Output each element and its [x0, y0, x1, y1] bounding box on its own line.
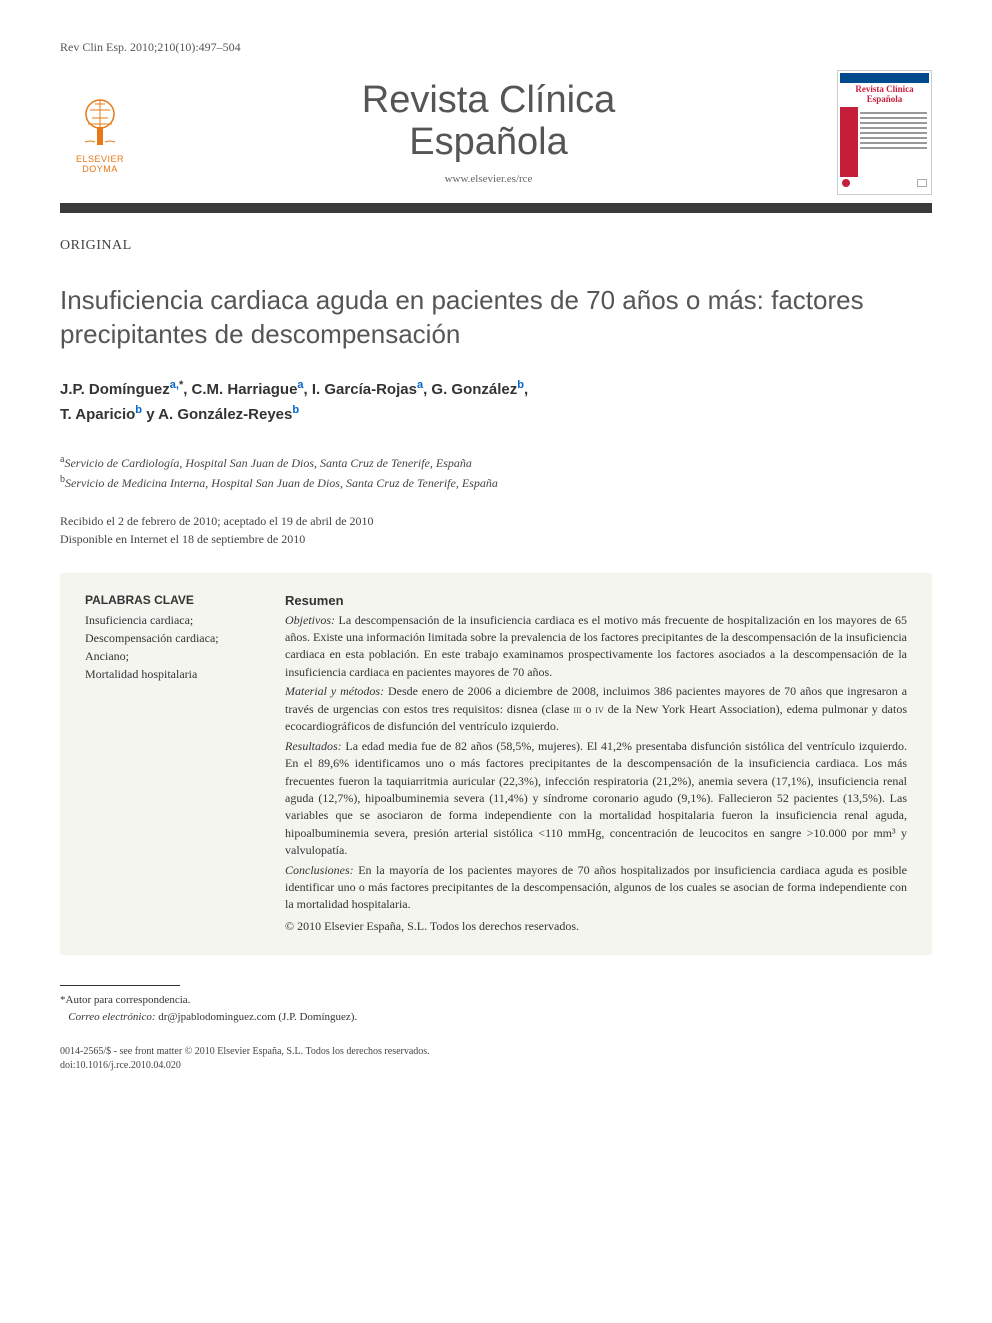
keywords-column: PALABRAS CLAVE Insuficiencia cardiaca;De…: [85, 593, 255, 936]
citation-line: Rev Clin Esp. 2010;210(10):497–504: [60, 40, 932, 55]
footnote-rule: [60, 985, 180, 986]
journal-cover-thumbnail: Revista ClínicaEspañola: [837, 70, 932, 195]
keywords-list: Insuficiencia cardiaca;Descompensación c…: [85, 611, 255, 683]
article-dates: Recibido el 2 de febrero de 2010; acepta…: [60, 512, 932, 548]
issn-line: 0014-2565/$ - see front matter © 2010 El…: [60, 1045, 932, 1059]
publisher-name: ELSEVIER DOYMA: [60, 154, 140, 174]
email-line: Correo electrónico: dr@jpablodominguez.c…: [60, 1009, 932, 1026]
abstract-heading: Resumen: [285, 593, 907, 608]
abstract-copyright: © 2010 Elsevier España, S.L. Todos los d…: [285, 918, 907, 935]
journal-title-block: Revista Clínica Española www.elsevier.es…: [140, 80, 837, 186]
publisher-logo: ELSEVIER DOYMA: [60, 83, 140, 183]
section-label: ORIGINAL: [60, 238, 932, 254]
cover-box-icon: [917, 179, 927, 187]
received-accepted-date: Recibido el 2 de febrero de 2010; acepta…: [60, 512, 932, 530]
affiliation-a: aServicio de Cardiología, Hospital San J…: [60, 452, 932, 472]
journal-url: www.elsevier.es/rce: [140, 173, 837, 185]
cover-spine: [840, 107, 858, 177]
cover-dot-icon: [842, 179, 850, 187]
cover-title: Revista ClínicaEspañola: [840, 83, 929, 107]
footnotes: *Autor para correspondencia. Correo elec…: [60, 992, 932, 1025]
cover-content-lines: [858, 107, 929, 177]
doi-line: doi:10.1016/j.rce.2010.04.020: [60, 1059, 932, 1073]
cover-header-bar: [840, 73, 929, 83]
authors-list: J.P. Domíngueza,*, C.M. Harriaguea, I. G…: [60, 377, 932, 427]
online-date: Disponible en Internet el 18 de septiemb…: [60, 530, 932, 548]
affiliation-b: bServicio de Medicina Interna, Hospital …: [60, 472, 932, 492]
journal-title-1: Revista Clínica: [140, 80, 837, 122]
abstract-resultados: Resultados: La edad media fue de 82 años…: [285, 738, 907, 860]
affiliations: aServicio de Cardiología, Hospital San J…: [60, 452, 932, 492]
abstract-metodos: Material y métodos: Desde enero de 2006 …: [285, 683, 907, 736]
abstract-block: PALABRAS CLAVE Insuficiencia cardiaca;De…: [60, 573, 932, 956]
article-title: Insuficiencia cardiaca aguda en paciente…: [60, 284, 932, 352]
abstract-column: Resumen Objetivos: La descompensación de…: [285, 593, 907, 936]
header-divider: [60, 203, 932, 213]
abstract-conclusiones: Conclusiones: En la mayoría de los pacie…: [285, 862, 907, 914]
corresponding-author-note: *Autor para correspondencia.: [60, 992, 932, 1009]
journal-header: ELSEVIER DOYMA Revista Clínica Española …: [60, 70, 932, 195]
abstract-objetivos: Objetivos: La descompensación de la insu…: [285, 612, 907, 682]
footer-info: 0014-2565/$ - see front matter © 2010 El…: [60, 1045, 932, 1073]
journal-title-2: Española: [140, 122, 837, 164]
elsevier-tree-icon: [70, 92, 130, 152]
keywords-heading: PALABRAS CLAVE: [85, 593, 255, 607]
abstract-text: Objetivos: La descompensación de la insu…: [285, 612, 907, 936]
